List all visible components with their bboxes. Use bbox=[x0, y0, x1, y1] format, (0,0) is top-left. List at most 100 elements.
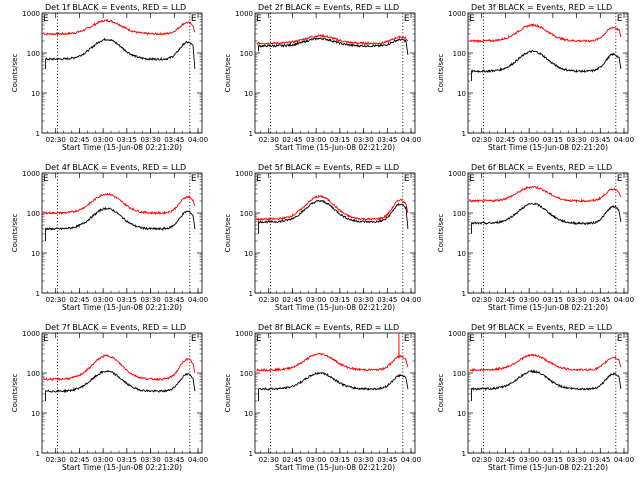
x-tick-label: 04:00 bbox=[401, 456, 421, 464]
panel-title: Det 5f BLACK = Events, RED = LLD bbox=[258, 163, 399, 172]
events-series-line bbox=[471, 202, 622, 234]
panel-7: Det 7f BLACK = Events, RED = LLD 1 10 100 10… bbox=[11, 323, 208, 472]
y-tick-label: 1 bbox=[462, 450, 466, 458]
y-tick-label: 10 bbox=[31, 90, 40, 98]
panel-9: Det 9f BLACK = Events, RED = LLD 1 10 100 10… bbox=[437, 323, 634, 472]
x-tick-label: 02:45 bbox=[495, 456, 515, 464]
x-tick-label: 03:15 bbox=[117, 456, 137, 464]
events-series-line bbox=[45, 37, 196, 69]
x-tick-label: 02:30 bbox=[259, 456, 279, 464]
events-series-line bbox=[258, 371, 409, 401]
y-axis-label: Counts/sec bbox=[11, 54, 19, 93]
panel-4: Det 4f BLACK = Events, RED = LLD 1 10 100 10… bbox=[11, 163, 208, 312]
x-tick-label: 03:15 bbox=[330, 296, 350, 304]
y-tick-label: 1000 bbox=[22, 330, 40, 338]
x-tick-label: 03:00 bbox=[306, 456, 326, 464]
y-tick-label: 10 bbox=[457, 90, 466, 98]
x-tick-label: 04:00 bbox=[188, 296, 208, 304]
y-tick-label: 1 bbox=[36, 130, 40, 138]
x-tick-label: 03:00 bbox=[519, 456, 539, 464]
y-tick-label: 10 bbox=[31, 410, 40, 418]
start-marker: E bbox=[256, 14, 262, 24]
y-tick-label: 10 bbox=[244, 90, 253, 98]
lld-series-line bbox=[469, 23, 622, 44]
x-tick-label: 03:15 bbox=[117, 296, 137, 304]
panel-2: Det 2f BLACK = Events, RED = LLD 1 10 100 10… bbox=[224, 3, 421, 152]
x-tick-label: 03:00 bbox=[306, 136, 326, 144]
plot-frame bbox=[467, 332, 629, 454]
x-tick-label: 03:45 bbox=[377, 296, 397, 304]
panel-title: Det 8f BLACK = Events, RED = LLD bbox=[258, 323, 399, 332]
y-axis-label: Counts/sec bbox=[224, 374, 232, 413]
x-tick-label: 03:15 bbox=[543, 296, 563, 304]
x-tick-label: 03:45 bbox=[590, 296, 610, 304]
x-tick-label: 03:00 bbox=[306, 296, 326, 304]
y-tick-label: 1 bbox=[249, 290, 253, 298]
end-marker: E bbox=[191, 174, 197, 184]
plot-frame bbox=[41, 12, 203, 134]
x-axis-label: Start Time (15-Jun-08 02:21:20) bbox=[62, 303, 182, 312]
x-tick-label: 03:00 bbox=[93, 456, 113, 464]
x-tick-label: 04:00 bbox=[614, 456, 634, 464]
end-marker: E bbox=[191, 14, 197, 24]
end-marker: E bbox=[191, 334, 197, 344]
y-tick-label: 1000 bbox=[448, 10, 466, 18]
panel-title: Det 4f BLACK = Events, RED = LLD bbox=[45, 163, 186, 172]
start-marker: E bbox=[469, 334, 475, 344]
y-tick-label: 1 bbox=[36, 450, 40, 458]
y-tick-label: 100 bbox=[27, 210, 40, 218]
start-marker: E bbox=[256, 174, 262, 184]
x-tick-label: 03:00 bbox=[519, 136, 539, 144]
y-axis-label: Counts/sec bbox=[437, 374, 445, 413]
end-marker: E bbox=[617, 174, 623, 184]
x-axis-label: Start Time (15-Jun-08 02:21:20) bbox=[62, 463, 182, 472]
events-series-line bbox=[471, 369, 622, 401]
x-tick-label: 03:15 bbox=[330, 456, 350, 464]
x-axis-label: Start Time (15-Jun-08 02:21:20) bbox=[275, 303, 395, 312]
start-marker: E bbox=[43, 14, 49, 24]
lld-series-line bbox=[469, 185, 622, 204]
lld-series-line bbox=[43, 18, 196, 36]
x-tick-label: 02:30 bbox=[46, 136, 66, 144]
x-tick-label: 03:00 bbox=[519, 296, 539, 304]
x-tick-label: 03:30 bbox=[353, 456, 373, 464]
y-tick-label: 100 bbox=[453, 370, 466, 378]
start-marker: E bbox=[256, 334, 262, 344]
x-tick-label: 04:00 bbox=[614, 136, 634, 144]
y-tick-label: 10 bbox=[244, 250, 253, 258]
x-tick-label: 04:00 bbox=[401, 296, 421, 304]
lld-series-line bbox=[43, 192, 196, 216]
x-tick-label: 03:45 bbox=[377, 456, 397, 464]
y-tick-label: 100 bbox=[240, 370, 253, 378]
y-tick-label: 1 bbox=[249, 130, 253, 138]
events-series-line bbox=[45, 206, 196, 241]
x-tick-label: 03:00 bbox=[93, 296, 113, 304]
end-marker: E bbox=[617, 14, 623, 24]
x-tick-label: 03:45 bbox=[590, 456, 610, 464]
x-axis-label: Start Time (15-Jun-08 02:21:20) bbox=[488, 463, 608, 472]
y-tick-label: 1 bbox=[249, 450, 253, 458]
y-axis-label: Counts/sec bbox=[437, 54, 445, 93]
x-axis-label: Start Time (15-Jun-08 02:21:20) bbox=[488, 143, 608, 152]
lld-series-line bbox=[469, 353, 622, 372]
panel-title: Det 9f BLACK = Events, RED = LLD bbox=[471, 323, 612, 332]
y-tick-label: 100 bbox=[240, 210, 253, 218]
y-axis-label: Counts/sec bbox=[11, 374, 19, 413]
y-tick-label: 1000 bbox=[22, 170, 40, 178]
end-marker: E bbox=[404, 174, 410, 184]
x-tick-label: 04:00 bbox=[188, 456, 208, 464]
panel-6: Det 6f BLACK = Events, RED = LLD 1 10 100 10… bbox=[437, 163, 634, 312]
panel-title: Det 1f BLACK = Events, RED = LLD bbox=[45, 3, 186, 12]
x-tick-label: 03:30 bbox=[140, 136, 160, 144]
panel-3: Det 3f BLACK = Events, RED = LLD 1 10 100 10… bbox=[437, 3, 634, 152]
y-tick-label: 10 bbox=[31, 250, 40, 258]
y-tick-label: 10 bbox=[457, 250, 466, 258]
x-tick-label: 02:45 bbox=[495, 136, 515, 144]
y-tick-label: 100 bbox=[240, 50, 253, 58]
x-tick-label: 02:30 bbox=[259, 136, 279, 144]
plot-frame bbox=[41, 172, 203, 294]
start-marker: E bbox=[43, 174, 49, 184]
panel-title: Det 7f BLACK = Events, RED = LLD bbox=[45, 323, 186, 332]
y-tick-label: 10 bbox=[244, 410, 253, 418]
x-tick-label: 03:30 bbox=[140, 456, 160, 464]
